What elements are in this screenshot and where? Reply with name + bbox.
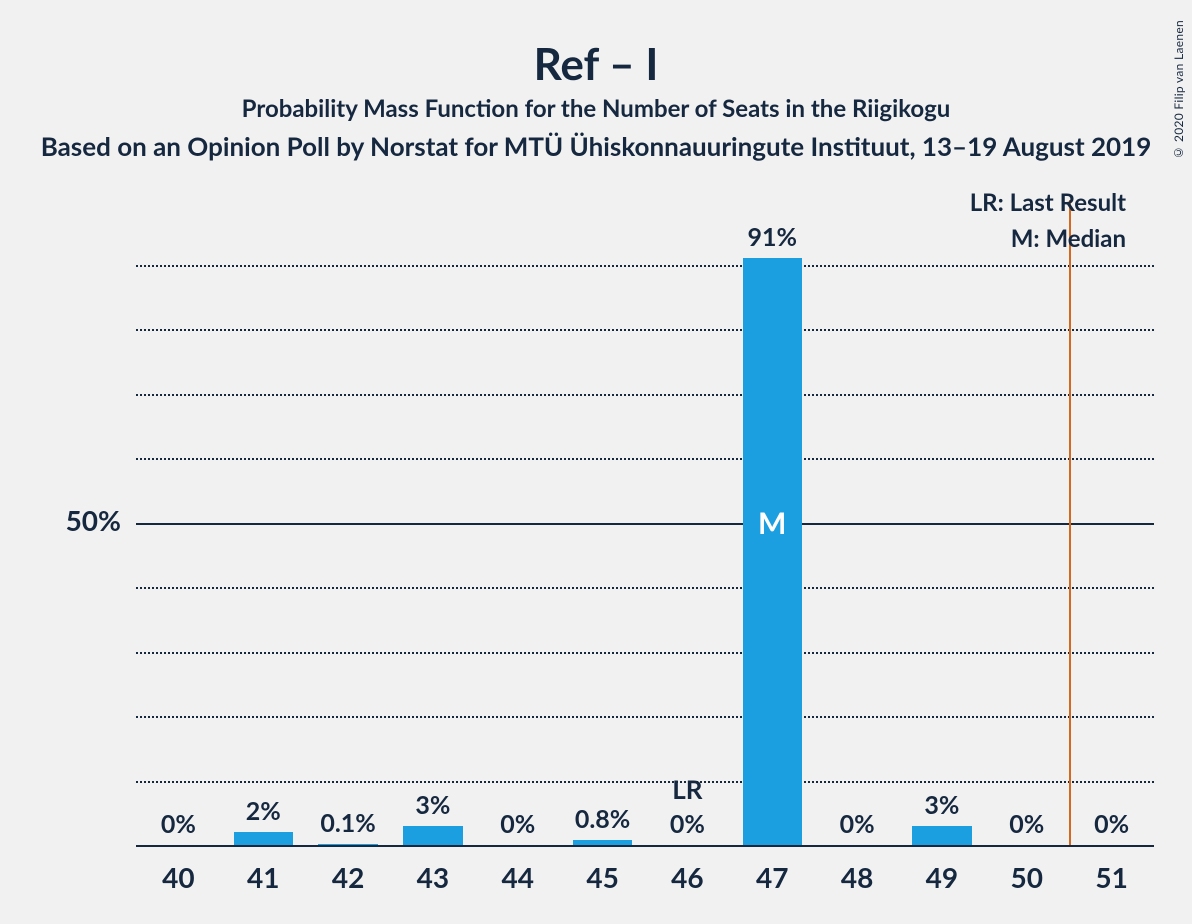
x-tick-label: 51	[1095, 860, 1127, 894]
reference-line	[1069, 200, 1071, 845]
bar: 3%	[912, 826, 971, 845]
x-tick-label: 47	[756, 860, 788, 894]
bar-value-label: 3%	[902, 790, 981, 820]
x-tick-label: 50	[1011, 860, 1043, 894]
bar-value-label: 0%	[478, 809, 557, 839]
gridline	[136, 781, 1154, 783]
bar-value-label: 2%	[224, 796, 303, 826]
bar-value-label: 0%	[987, 809, 1066, 839]
gridline	[136, 329, 1154, 331]
bar-value-label: 0%	[139, 809, 218, 839]
bar-value-label: 0%	[648, 809, 727, 839]
bar-value-label: 3%	[393, 790, 472, 820]
chart-subtitle-2: Based on an Opinion Poll by Norstat for …	[0, 130, 1192, 162]
chart-container: Ref – I Probability Mass Function for th…	[0, 0, 1192, 924]
x-tick-label: 48	[841, 860, 873, 894]
x-tick-label: 49	[926, 860, 958, 894]
x-tick-label: 42	[332, 860, 364, 894]
bar-lr-label: LR	[648, 773, 727, 805]
legend-last-result: LR: Last Result	[970, 188, 1126, 217]
bar-value-label: 0.8%	[563, 804, 642, 834]
bar: 3%	[403, 826, 462, 845]
x-tick-label: 40	[162, 860, 194, 894]
bar-value-label: 0.1%	[308, 808, 387, 838]
x-tick-label: 43	[417, 860, 449, 894]
bar: 2%	[234, 832, 293, 845]
gridline	[136, 587, 1154, 589]
bar-median-label: M	[743, 505, 802, 541]
bar-value-label: 0%	[1072, 809, 1151, 839]
bar-value-label: 91%	[733, 222, 812, 252]
bar: 0.8%	[573, 840, 632, 845]
gridline	[136, 652, 1154, 654]
bar: 91%M	[743, 258, 802, 845]
bar: 0.1%	[318, 844, 377, 845]
gridline	[136, 265, 1154, 267]
x-tick-label: 45	[586, 860, 618, 894]
plot-area: 50%0%402%410.1%423%430%440.8%450%LR4691%…	[136, 200, 1154, 845]
gridline	[136, 523, 1154, 525]
chart-title: Ref – I	[0, 38, 1192, 90]
x-tick-label: 46	[671, 860, 703, 894]
x-axis	[136, 845, 1154, 847]
gridline	[136, 394, 1154, 396]
legend-median: M: Median	[1011, 224, 1126, 253]
gridline	[136, 716, 1154, 718]
bar-value-label: 0%	[817, 809, 896, 839]
y-tick-label: 50%	[51, 503, 121, 537]
x-tick-label: 41	[247, 860, 279, 894]
gridline	[136, 458, 1154, 460]
x-tick-label: 44	[502, 860, 534, 894]
chart-subtitle-1: Probability Mass Function for the Number…	[0, 94, 1192, 123]
